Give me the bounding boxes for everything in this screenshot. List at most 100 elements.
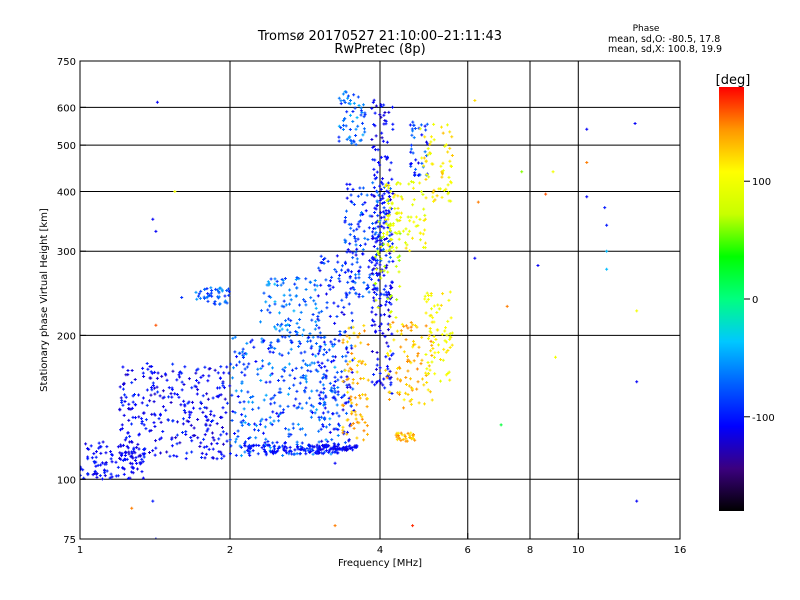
echo-point [158,394,162,398]
echo-point [349,193,353,197]
echo-point [388,390,392,394]
echo-point [347,222,351,226]
echo-point [198,444,202,448]
echo-point [370,193,374,197]
echo-point [373,211,377,215]
echo-point [354,250,358,254]
echo-point [384,217,388,221]
echo-point [131,400,135,404]
echo-point [298,381,302,385]
echo-point [128,461,132,465]
echo-point [428,152,432,156]
echo-point [389,229,393,233]
echo-point [327,348,331,352]
echo-point [222,454,226,458]
echo-point [145,361,149,365]
echo-point [168,454,172,458]
echo-point [192,426,196,430]
echo-point [313,288,317,292]
echo-point [205,392,209,396]
echo-point [122,381,126,385]
echo-point [326,444,330,448]
echo-point [238,360,242,364]
echo-point [376,234,380,238]
echo-point [440,332,444,336]
echo-point [301,359,305,363]
echo-point [269,421,273,425]
echo-point [251,449,255,453]
echo-point [423,228,427,232]
echo-point [219,433,223,437]
echo-point [221,381,225,385]
echo-point [190,386,194,390]
echo-point [418,238,422,242]
echo-point [410,398,414,402]
echo-point [385,249,389,253]
echo-point [346,430,350,434]
echo-point [314,320,318,324]
echo-point [273,300,277,304]
echo-point [154,323,158,327]
echo-point [373,383,377,387]
echo-point [245,448,249,452]
echo-point [281,410,285,414]
echo-point [260,417,264,421]
echo-point [94,450,98,454]
echo-point [288,449,292,453]
echo-point [317,311,321,315]
echo-point [431,316,435,320]
echo-point [140,470,144,474]
echo-point [220,452,224,456]
echo-point [373,263,377,267]
echo-point [377,324,381,328]
echo-point [308,450,312,454]
echo-point [197,292,201,296]
echo-point [336,393,340,397]
echo-point [120,423,124,427]
echo-point [264,418,268,422]
echo-point [131,415,135,419]
echo-point [184,457,188,461]
echo-point [301,376,305,380]
echo-point [396,377,400,381]
echo-point [390,201,394,205]
echo-point [144,427,148,431]
echo-point [324,374,328,378]
echo-point [335,254,339,258]
echo-point [349,98,353,102]
echo-point [341,428,345,432]
echo-point [291,422,295,426]
echo-point [398,182,402,186]
echo-point [348,233,352,237]
echo-point [92,459,96,463]
echo-point [294,277,298,281]
echo-point [100,477,104,481]
echo-point [233,350,237,354]
echo-point [295,294,299,298]
echo-point [499,423,503,427]
echo-point [163,372,167,376]
echo-point [123,393,127,397]
echo-point [231,376,235,380]
stats-legend: Phase mean, sd,O: -80.5, 17.8 mean, sd,X… [608,24,722,55]
echo-point [241,347,245,351]
echo-point [387,209,391,213]
echo-point [323,365,327,369]
echo-point [520,170,524,174]
echo-point [377,220,381,224]
echo-point [94,455,98,459]
echo-point [178,441,182,445]
echo-point [202,295,206,299]
echo-point [409,377,413,381]
echo-point [426,388,430,392]
echo-point [311,352,315,356]
echo-point [317,415,321,419]
echo-point [332,427,336,431]
echo-point [354,133,358,137]
echo-point [298,303,302,307]
echo-point [404,383,408,387]
echo-point [343,441,347,445]
echo-point [243,414,247,418]
echo-point [325,350,329,354]
